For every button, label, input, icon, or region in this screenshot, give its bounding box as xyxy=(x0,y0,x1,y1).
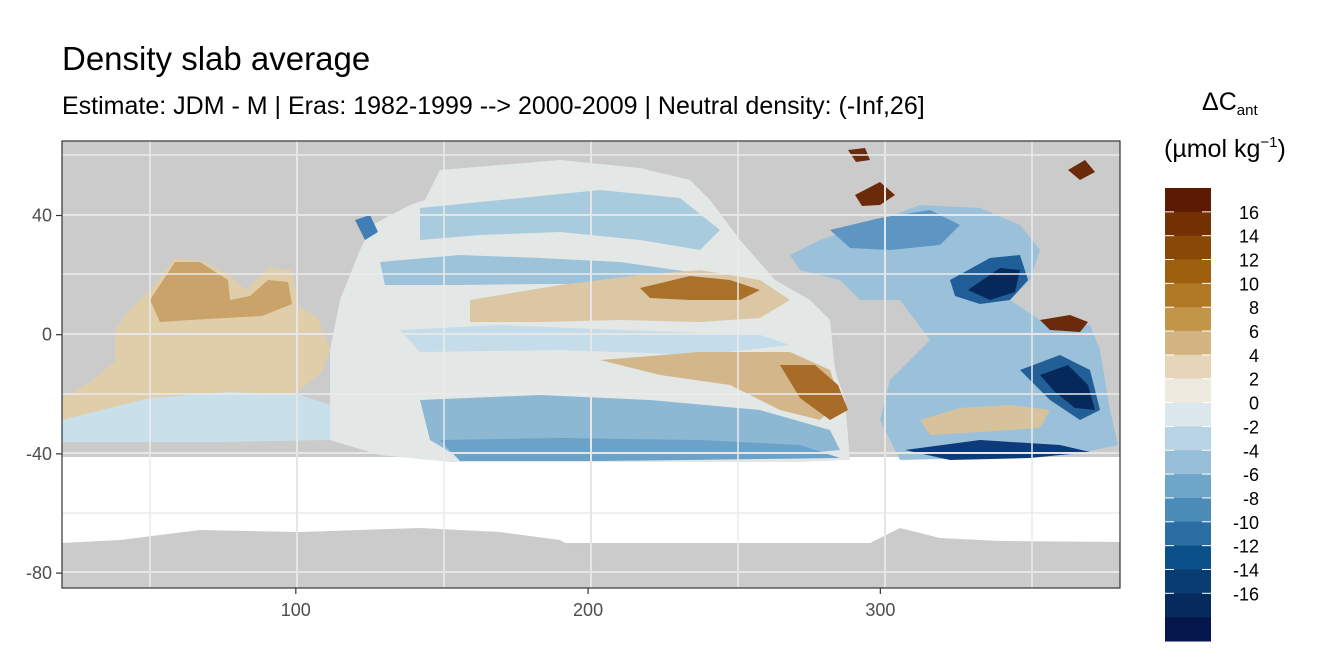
y-tick-label: -80 xyxy=(26,563,52,583)
legend-color-step xyxy=(1165,331,1211,356)
atlantic-north-core xyxy=(968,268,1020,300)
legend-title-main: ΔCant xyxy=(1202,88,1258,119)
y-tick-label: -40 xyxy=(26,444,52,464)
indian-ocean-south-band xyxy=(62,392,330,442)
legend-break-label: 14 xyxy=(1239,227,1259,247)
hotspot-mediterranean xyxy=(1040,315,1088,332)
pacific-eq-band-blue xyxy=(400,325,790,355)
legend-break-label: 10 xyxy=(1239,274,1259,294)
legend-break-label: -14 xyxy=(1233,560,1259,580)
x-tick-label: 200 xyxy=(573,600,603,620)
atlantic-south-tan xyxy=(920,405,1050,435)
legend-break-label: 6 xyxy=(1249,322,1259,342)
legend-color-step xyxy=(1165,521,1211,547)
x-axis: 100 200 300 xyxy=(281,588,895,620)
legend-color-step xyxy=(1165,426,1211,451)
legend-color-step xyxy=(1165,497,1211,523)
legend-color-step xyxy=(1165,307,1211,332)
legend-labels: 16 14 12 10 8 6 4 2 0 -2 -4 -6 -8 -10 -12 -14 -16 xyxy=(1165,203,1259,604)
legend-color-step xyxy=(1165,235,1211,261)
legend-color-step xyxy=(1165,617,1211,642)
legend-break-label: 16 xyxy=(1239,203,1259,223)
atlantic-nw-blue xyxy=(830,210,960,250)
legend-color-step xyxy=(1165,259,1211,284)
legend-break-label: -4 xyxy=(1243,441,1259,461)
legend-colorbar xyxy=(1165,188,1211,642)
legend-break-label: 12 xyxy=(1239,251,1259,271)
legend-break-label: -16 xyxy=(1233,584,1259,604)
legend-break-label: 4 xyxy=(1249,346,1259,366)
y-axis: 40 0 -40 -80 xyxy=(26,206,62,583)
legend-color-step xyxy=(1165,474,1211,499)
hotspot-japan-sea xyxy=(355,215,378,240)
legend-break-label: -6 xyxy=(1243,465,1259,485)
legend-color-step xyxy=(1165,354,1211,380)
pacific-subtropical-high xyxy=(640,276,760,300)
hotspot-nordic xyxy=(1068,160,1095,180)
legend-color-step xyxy=(1165,211,1211,237)
pacific-north-blue-band xyxy=(420,190,720,250)
chart-subtitle: Estimate: JDM - M | Eras: 1982-1999 --> … xyxy=(62,92,925,120)
y-tick-label: 40 xyxy=(32,206,52,226)
legend-break-label: -2 xyxy=(1243,417,1259,437)
legend-color-step xyxy=(1165,593,1211,618)
legend-color-step xyxy=(1165,402,1211,427)
map-layer xyxy=(62,141,1120,588)
legend-break-label: 8 xyxy=(1249,298,1259,318)
x-tick-label: 100 xyxy=(281,600,311,620)
legend-color-step xyxy=(1165,188,1211,213)
indian-ocean-north xyxy=(150,262,292,322)
atlantic-ocean xyxy=(790,205,1118,460)
legend-break-label: -12 xyxy=(1233,537,1259,557)
pacific-southeast-brown xyxy=(780,365,848,420)
legend-color-step xyxy=(1165,569,1211,594)
legend-break-label: 0 xyxy=(1249,394,1259,414)
legend-color-step xyxy=(1165,545,1211,570)
pacific-south-tan xyxy=(600,352,840,420)
legend-color-step xyxy=(1165,283,1211,308)
legend-break-label: -10 xyxy=(1233,513,1259,533)
legend-color-step xyxy=(1165,450,1211,475)
panel-border xyxy=(61,140,1121,589)
y-tick-label: 0 xyxy=(42,325,52,345)
legend-break-label: 2 xyxy=(1249,370,1259,390)
atlantic-south-core xyxy=(1040,365,1095,410)
atlantic-38S-blue xyxy=(905,440,1090,460)
major-gridlines xyxy=(62,141,1120,588)
legend-break-label: -8 xyxy=(1243,489,1259,509)
legend-color-step xyxy=(1165,378,1211,404)
legend-title-unit: (µmol kg−1) xyxy=(1164,134,1286,163)
pacific-south-blue-2 xyxy=(440,438,840,461)
chart-title: Density slab average xyxy=(62,40,371,77)
x-tick-label: 300 xyxy=(865,600,895,620)
